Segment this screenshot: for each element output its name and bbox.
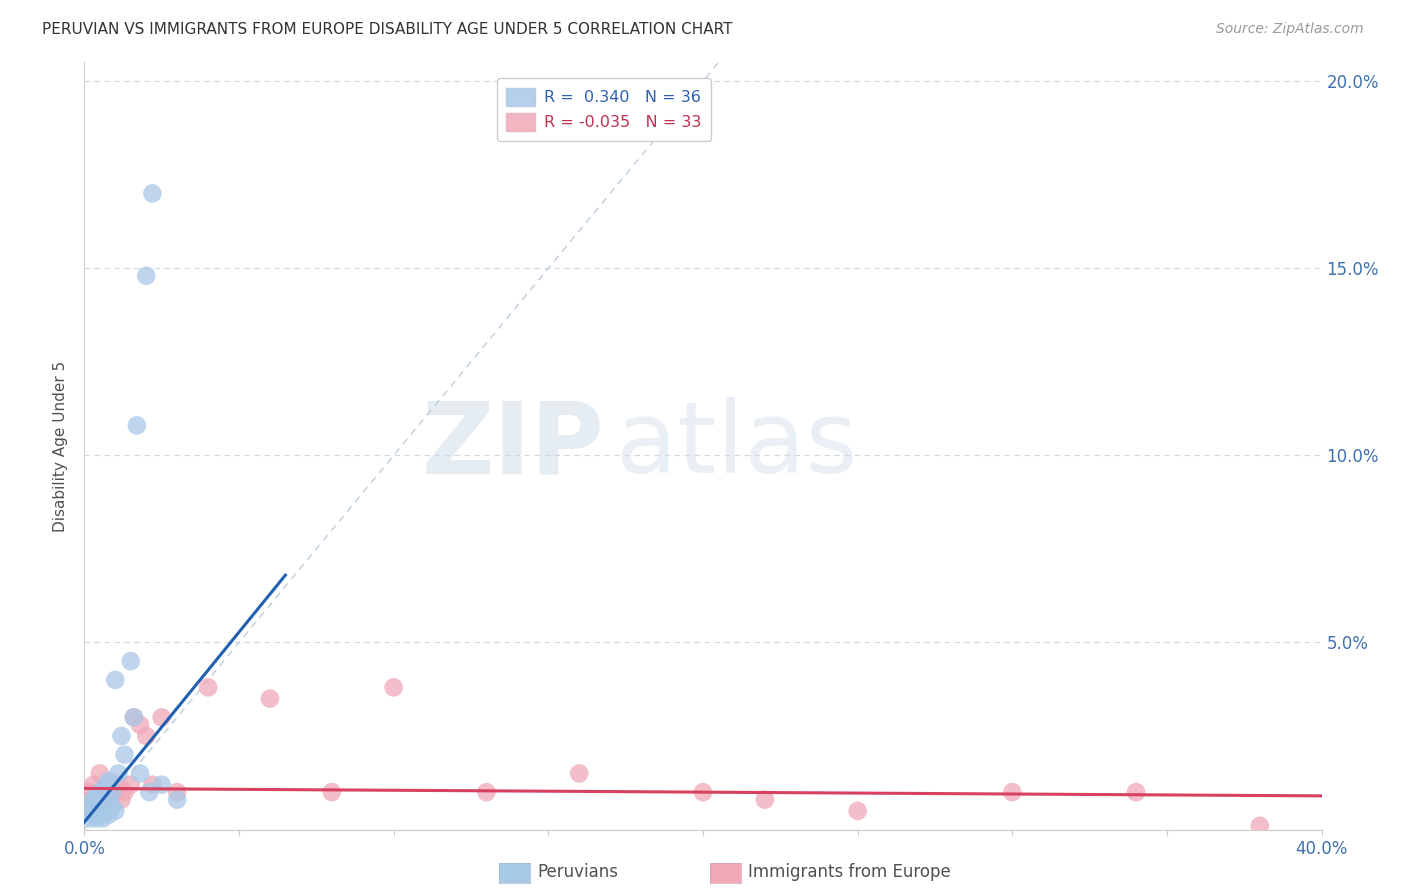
Point: [86, 811, 108, 825]
Point: [101, 778, 124, 792]
Point: [94, 785, 117, 799]
Point: [382, 681, 405, 695]
Point: [83, 807, 105, 822]
Point: [110, 729, 132, 743]
Text: Source: ZipAtlas.com: Source: ZipAtlas.com: [1216, 22, 1364, 37]
Point: [166, 785, 188, 799]
Point: [107, 766, 129, 780]
Point: [98, 807, 121, 822]
Point: [98, 773, 121, 788]
Point: [94, 778, 117, 792]
Point: [89, 785, 111, 799]
Point: [122, 710, 145, 724]
Point: [197, 681, 219, 695]
Point: [129, 718, 152, 732]
Point: [86, 789, 108, 803]
Text: ZIP: ZIP: [422, 398, 605, 494]
Point: [1125, 785, 1147, 799]
Point: [104, 673, 127, 687]
Point: [107, 778, 129, 792]
Point: [101, 785, 124, 799]
Point: [1249, 819, 1271, 833]
Point: [321, 785, 343, 799]
Text: Peruvians: Peruvians: [537, 863, 619, 881]
Point: [91, 785, 114, 799]
Text: PERUVIAN VS IMMIGRANTS FROM EUROPE DISABILITY AGE UNDER 5 CORRELATION CHART: PERUVIAN VS IMMIGRANTS FROM EUROPE DISAB…: [42, 22, 733, 37]
Point: [754, 792, 776, 806]
Point: [98, 792, 121, 806]
Point: [76, 804, 98, 818]
Point: [150, 710, 173, 724]
Point: [98, 792, 121, 806]
Point: [91, 811, 114, 825]
Point: [122, 710, 145, 724]
Point: [89, 785, 111, 799]
Point: [79, 797, 101, 811]
Point: [79, 792, 101, 806]
Point: [135, 268, 157, 283]
Point: [114, 785, 136, 799]
Point: [86, 792, 108, 806]
Point: [1001, 785, 1024, 799]
Point: [76, 785, 98, 799]
Point: [110, 792, 132, 806]
Point: [475, 785, 498, 799]
Point: [138, 785, 160, 799]
Point: [89, 800, 111, 814]
Point: [91, 797, 114, 811]
Point: [83, 792, 105, 806]
Point: [83, 778, 105, 792]
Point: [94, 804, 117, 818]
Point: [259, 691, 281, 706]
Point: [86, 804, 108, 818]
Point: [135, 729, 157, 743]
Legend: R =  0.340   N = 36, R = -0.035   N = 33: R = 0.340 N = 36, R = -0.035 N = 33: [496, 78, 711, 141]
Point: [91, 792, 114, 806]
Point: [150, 778, 173, 792]
Point: [101, 800, 124, 814]
Point: [83, 800, 105, 814]
Point: [141, 778, 163, 792]
Text: Immigrants from Europe: Immigrants from Europe: [748, 863, 950, 881]
Point: [104, 804, 127, 818]
Text: atlas: atlas: [616, 398, 858, 494]
Point: [114, 747, 136, 762]
Point: [166, 792, 188, 806]
Point: [120, 778, 142, 792]
Y-axis label: Disability Age Under 5: Disability Age Under 5: [53, 360, 69, 532]
Point: [568, 766, 591, 780]
Point: [692, 785, 714, 799]
Point: [846, 804, 869, 818]
Point: [89, 807, 111, 822]
Point: [120, 654, 142, 668]
Point: [104, 785, 127, 799]
Point: [129, 766, 152, 780]
Point: [79, 811, 101, 825]
Point: [125, 418, 148, 433]
Point: [141, 186, 163, 201]
Point: [89, 766, 111, 780]
